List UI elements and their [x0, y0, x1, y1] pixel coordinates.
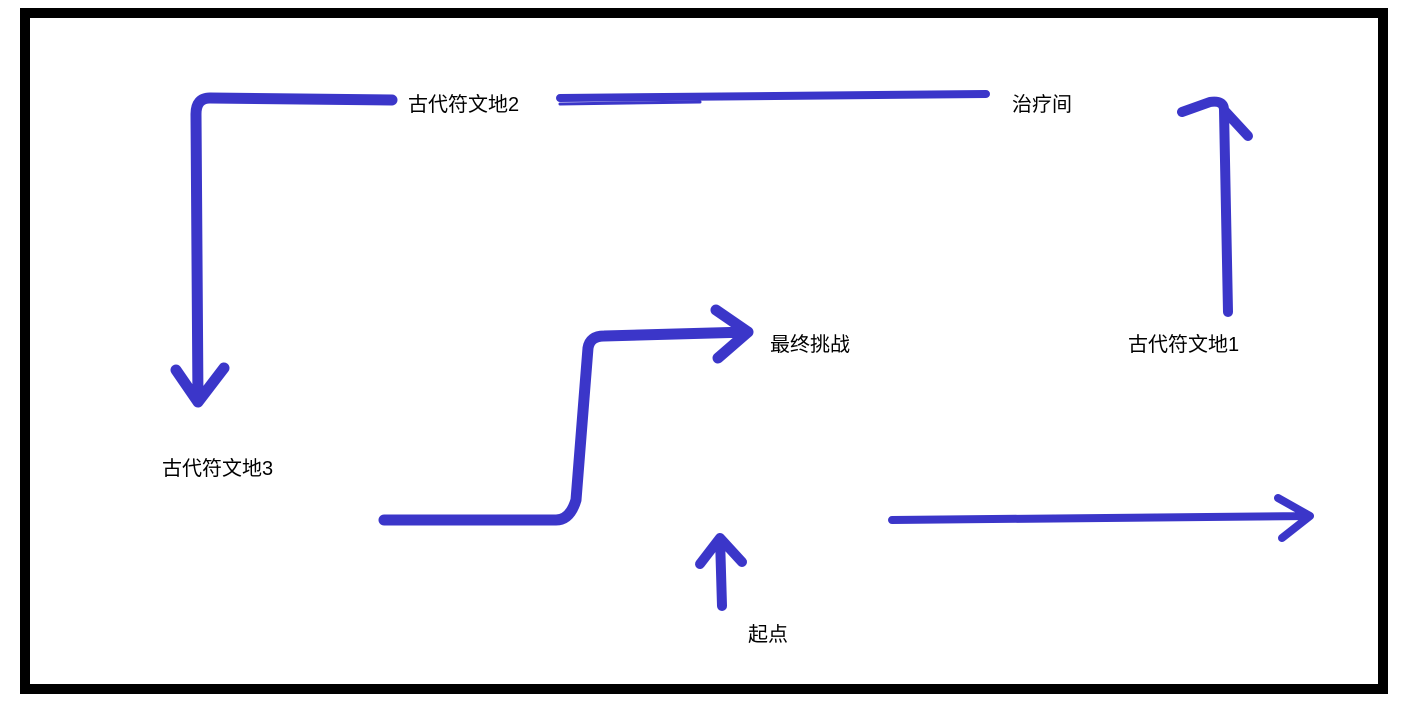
label-heal: 治疗间 — [1012, 88, 1072, 117]
label-rune2: 古代符文地2 — [408, 88, 519, 117]
label-start: 起点 — [748, 618, 788, 647]
label-rune1: 古代符文地1 — [1128, 328, 1239, 357]
label-rune3: 古代符文地3 — [162, 452, 273, 481]
path — [1150, 516, 1310, 518]
label-final: 最终挑战 — [770, 328, 850, 357]
